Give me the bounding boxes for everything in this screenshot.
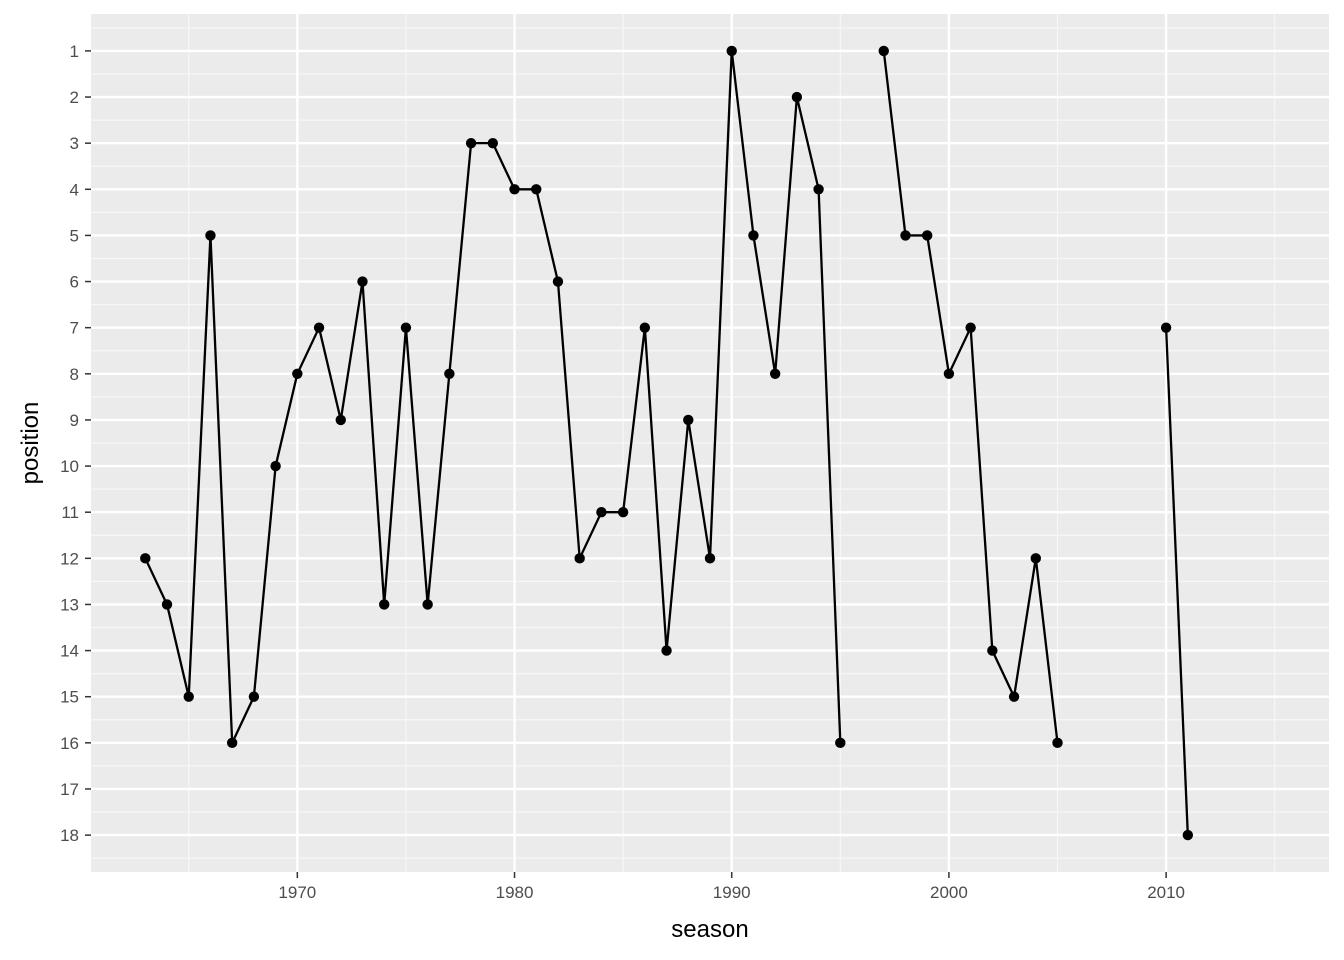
data-point <box>921 230 933 241</box>
y-tick-label: 11 <box>61 503 79 522</box>
data-point <box>574 553 585 564</box>
data-point <box>769 368 781 380</box>
x-tick-label: 1990 <box>713 883 751 902</box>
y-tick-label: 9 <box>70 411 79 430</box>
data-point <box>791 91 803 103</box>
y-tick-label: 10 <box>60 457 79 476</box>
data-point <box>1160 322 1172 333</box>
data-point <box>1008 691 1020 702</box>
data-point <box>161 599 173 610</box>
grid-lines <box>91 14 1329 872</box>
y-tick-label: 3 <box>70 134 79 153</box>
data-point <box>444 368 455 380</box>
data-point <box>205 230 216 241</box>
y-tick-label: 5 <box>70 226 79 245</box>
data-point <box>422 599 433 610</box>
x-axis: 1970 1980 1990 2000 2010 <box>278 872 1185 902</box>
data-point <box>248 691 260 702</box>
data-point <box>661 645 672 656</box>
x-tick-label: 2000 <box>930 883 968 902</box>
data-point <box>465 137 477 149</box>
data-point <box>552 276 564 287</box>
data-point <box>617 506 629 518</box>
data-point <box>313 322 325 333</box>
data-point <box>748 230 759 241</box>
y-tick-label: 18 <box>60 826 79 845</box>
y-tick-label: 14 <box>60 642 79 661</box>
data-point <box>835 737 846 749</box>
data-point <box>487 137 499 149</box>
y-tick-label: 8 <box>70 365 79 384</box>
data-point <box>1052 737 1063 749</box>
y-tick-label: 4 <box>70 180 79 199</box>
data-point <box>1182 829 1194 841</box>
data-point <box>704 553 716 564</box>
y-tick-label: 2 <box>70 88 79 107</box>
x-tick-label: 1970 <box>278 883 316 902</box>
data-point <box>335 414 346 426</box>
data-point <box>226 737 238 749</box>
data-point <box>183 691 194 702</box>
data-point <box>726 45 737 57</box>
data-point <box>987 645 998 656</box>
data-point <box>639 322 651 333</box>
data-point <box>357 276 368 287</box>
y-axis-title: position <box>17 402 44 485</box>
y-tick-label: 12 <box>60 549 79 568</box>
data-point <box>683 414 694 426</box>
y-tick-label: 16 <box>60 734 79 753</box>
data-point <box>531 184 542 195</box>
y-tick-label: 17 <box>60 780 79 799</box>
x-tick-label: 1980 <box>496 883 534 902</box>
data-point <box>878 45 889 57</box>
data-point <box>900 230 911 241</box>
y-tick-label: 1 <box>70 42 79 61</box>
series-line-segment <box>1164 327 1189 836</box>
y-tick-label: 13 <box>60 595 79 614</box>
data-point <box>292 368 303 380</box>
data-point <box>965 322 976 333</box>
data-point <box>596 506 607 518</box>
data-point <box>943 368 955 380</box>
x-axis-title: season <box>671 916 748 943</box>
y-tick-label: 6 <box>70 273 79 292</box>
data-point <box>400 322 412 333</box>
data-points <box>140 45 1194 841</box>
data-point <box>1030 553 1041 564</box>
y-tick-label: 15 <box>60 688 79 707</box>
y-tick-label: 7 <box>70 319 79 338</box>
data-point <box>270 460 281 472</box>
data-point <box>813 184 824 195</box>
x-tick-label: 2010 <box>1147 883 1185 902</box>
data-point <box>509 184 520 195</box>
data-point <box>379 599 390 610</box>
data-point <box>140 553 151 564</box>
